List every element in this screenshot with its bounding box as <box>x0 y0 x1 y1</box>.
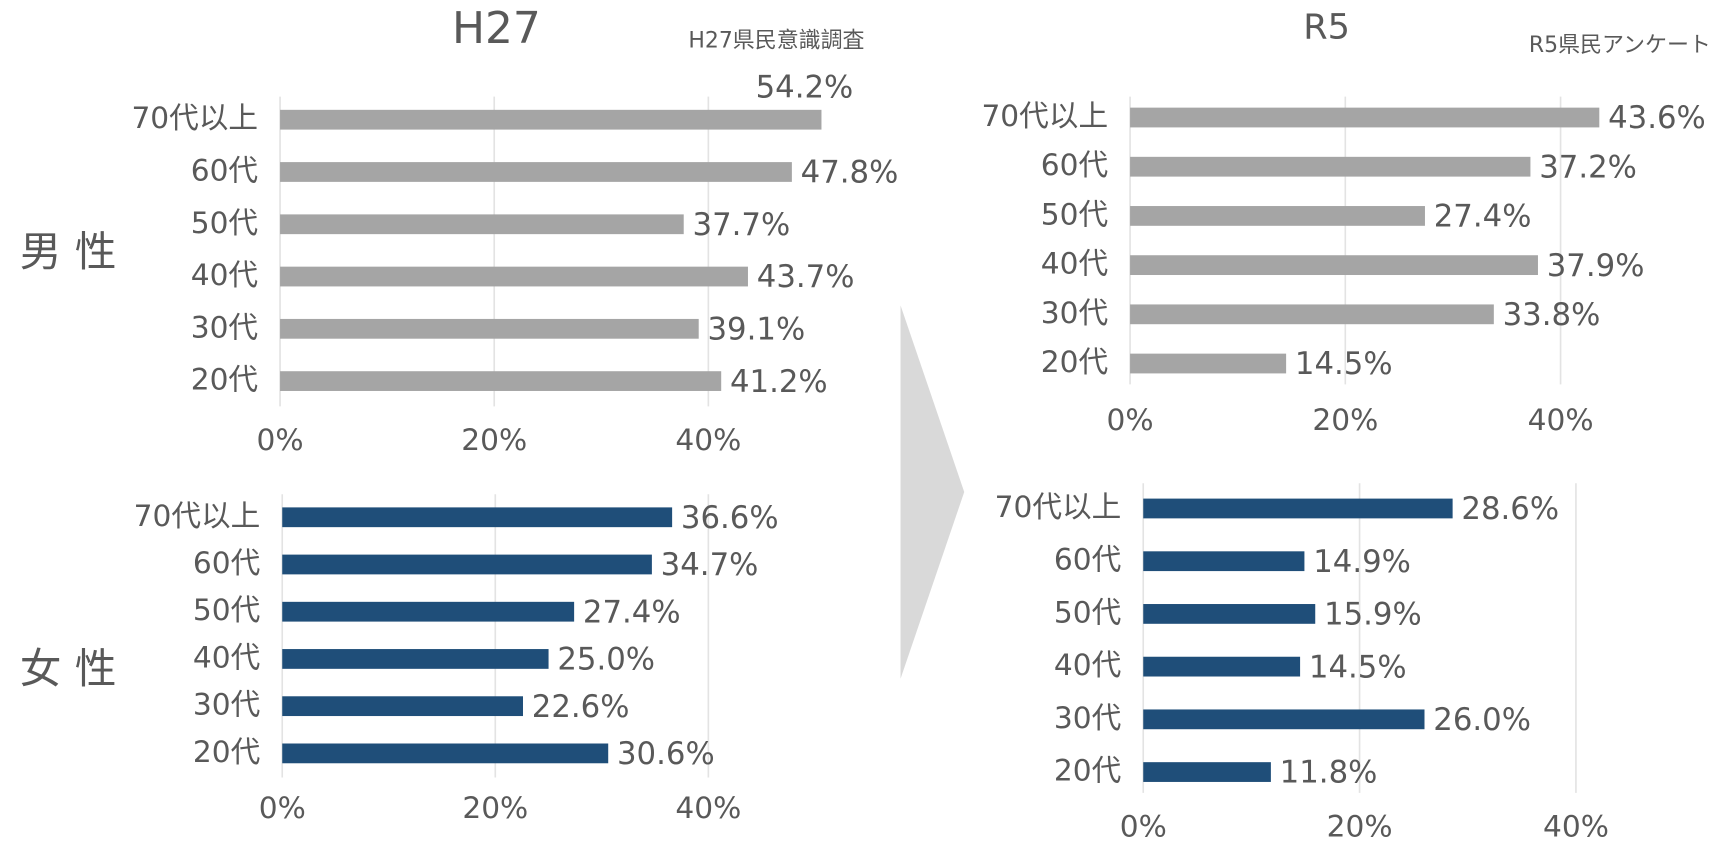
x-tick-label: 20% <box>461 422 527 457</box>
data-label: 11.8% <box>1280 755 1378 791</box>
panel-title: H27 <box>452 3 541 54</box>
bar <box>280 266 748 287</box>
bar <box>282 649 549 669</box>
bar <box>282 601 575 622</box>
y-tick-label: 20代 <box>1041 344 1108 379</box>
bar <box>1143 498 1453 519</box>
y-tick-label: 40代 <box>193 639 260 674</box>
data-label: 27.4% <box>583 594 681 630</box>
group-label: 男 性 <box>20 227 117 276</box>
data-label: 22.6% <box>532 689 630 725</box>
source: H27県民意識調査 <box>688 29 864 54</box>
data-label: 14.9% <box>1313 544 1411 580</box>
data-label: 41.2% <box>730 364 828 400</box>
bar <box>1143 762 1271 782</box>
x-tick-label: 0% <box>259 790 306 825</box>
x-tick-label: 0% <box>1120 809 1167 844</box>
source: R5県民アンケート <box>1529 33 1711 58</box>
y-tick-label: 30代 <box>191 309 258 344</box>
bar <box>282 743 609 764</box>
y-tick-label: 30代 <box>193 687 260 722</box>
bar <box>1143 551 1305 572</box>
bar <box>280 371 722 391</box>
y-tick-label: 50代 <box>1054 594 1121 629</box>
bar <box>1130 255 1538 276</box>
y-tick-label: 60代 <box>1041 147 1108 182</box>
bar <box>1130 353 1287 374</box>
y-tick-label: 50代 <box>191 205 258 240</box>
bar <box>280 318 699 339</box>
y-tick-label: 20代 <box>193 734 260 769</box>
data-label: 27.4% <box>1434 199 1532 235</box>
y-tick-label: 40代 <box>191 257 258 292</box>
y-tick-label: 50代 <box>193 592 260 627</box>
x-tick-label: 40% <box>675 422 741 457</box>
x-tick-label: 40% <box>1543 809 1609 844</box>
y-tick-label: 50代 <box>1041 196 1108 231</box>
bar <box>1143 604 1316 624</box>
x-tick-label: 20% <box>1312 402 1378 437</box>
y-tick-label: 20代 <box>191 362 258 397</box>
data-label: 25.0% <box>557 642 655 678</box>
data-label: 28.6% <box>1461 491 1559 527</box>
y-tick-label: 60代 <box>193 545 260 580</box>
bar <box>280 162 792 182</box>
y-tick-label: 40代 <box>1054 647 1121 682</box>
bar <box>1143 656 1301 677</box>
bar <box>1130 206 1425 226</box>
y-tick-label: 70代以上 <box>995 489 1122 524</box>
data-label: 36.6% <box>681 500 779 536</box>
y-tick-label: 60代 <box>191 152 258 187</box>
data-label: 30.6% <box>617 736 715 772</box>
data-label: 54.2% <box>756 69 854 105</box>
bar <box>280 214 684 235</box>
y-tick-label: 70代以上 <box>131 100 258 135</box>
bar <box>282 696 523 717</box>
data-label: 14.5% <box>1295 346 1393 382</box>
panel-title: R5 <box>1303 7 1350 48</box>
data-label: 34.7% <box>661 547 759 583</box>
bar <box>282 554 652 575</box>
data-label: 47.8% <box>801 155 899 191</box>
y-tick-label: 70代以上 <box>134 498 261 533</box>
bar <box>1130 304 1494 325</box>
arrow <box>900 305 965 679</box>
data-label: 37.7% <box>693 207 791 243</box>
y-tick-label: 70代以上 <box>981 98 1108 133</box>
data-label: 37.2% <box>1539 149 1637 185</box>
x-tick-label: 20% <box>1327 809 1393 844</box>
data-label: 26.0% <box>1433 702 1531 738</box>
y-tick-label: 20代 <box>1054 753 1121 788</box>
data-label: 37.9% <box>1547 248 1645 284</box>
x-tick-label: 20% <box>462 790 528 825</box>
x-tick-label: 0% <box>1107 402 1154 437</box>
data-label: 39.1% <box>707 312 805 348</box>
x-tick-label: 40% <box>675 790 741 825</box>
data-label: 33.8% <box>1503 297 1601 333</box>
bar <box>1130 107 1600 128</box>
y-tick-label: 60代 <box>1054 542 1121 577</box>
bar <box>1143 709 1425 730</box>
data-label: 43.7% <box>757 259 855 295</box>
x-tick-label: 40% <box>1528 402 1594 437</box>
y-tick-label: 30代 <box>1054 700 1121 735</box>
group-label: 女 性 <box>20 644 117 693</box>
bar <box>280 109 822 130</box>
data-label: 15.9% <box>1324 597 1422 633</box>
data-label: 14.5% <box>1309 649 1407 685</box>
x-tick-label: 0% <box>257 422 304 457</box>
data-label: 43.6% <box>1608 100 1706 136</box>
bar <box>1130 156 1531 177</box>
y-tick-label: 30代 <box>1041 295 1108 330</box>
bar <box>282 507 673 528</box>
y-tick-label: 40代 <box>1041 246 1108 281</box>
